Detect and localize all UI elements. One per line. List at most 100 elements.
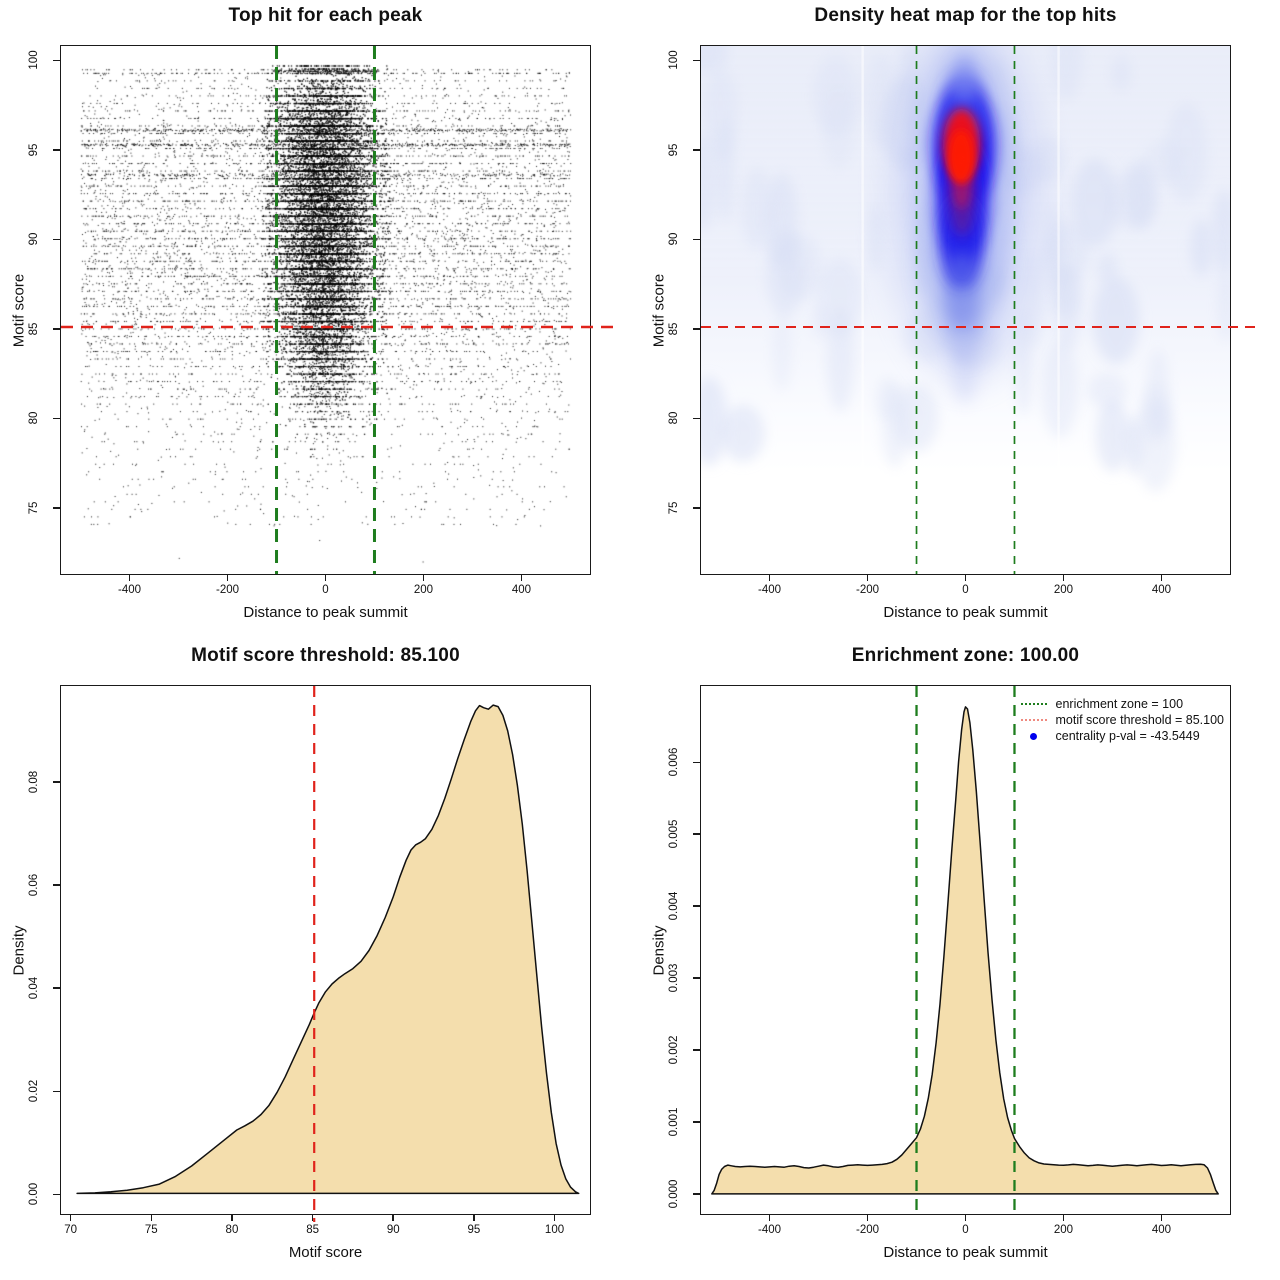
y-tick-label: 0.08 xyxy=(28,770,40,794)
legend-label: enrichment zone = 100 xyxy=(1055,697,1184,711)
x-tick xyxy=(128,574,131,581)
panel-distance-density: Enrichment zone: 100.00 Density -400 -200… xyxy=(640,640,1280,1280)
y-tick xyxy=(692,507,700,509)
y-tick-label: 0.003 xyxy=(668,963,680,993)
plot-area-heatmap: -400 -200 0 200 400 75 80 85 90 95 100 xyxy=(668,45,1260,596)
y-tick-label: 0.006 xyxy=(668,747,680,777)
x-tick-label: 0 xyxy=(962,1224,969,1236)
legend-dotted-line-swatch xyxy=(1020,719,1047,721)
legend-dot-icon xyxy=(1030,732,1037,740)
y-tick-label: 0.005 xyxy=(668,819,680,849)
x-tick xyxy=(964,574,967,581)
y-tick-label: 80 xyxy=(668,411,680,425)
y-tick-label: 0.001 xyxy=(668,1107,680,1137)
x-tick xyxy=(1160,1214,1163,1221)
y-tick-label: 100 xyxy=(28,50,40,70)
legend-entry: motif score threshold = 85.100 xyxy=(1020,713,1224,727)
x-tick xyxy=(553,1214,556,1221)
x-tick xyxy=(231,1214,233,1221)
x-tick-label: 80 xyxy=(225,1224,239,1236)
plot-content xyxy=(61,46,590,574)
plot-content xyxy=(61,686,590,1214)
y-tick xyxy=(52,1193,60,1196)
y-tick xyxy=(52,417,60,420)
x-tick-label: 0 xyxy=(322,584,329,596)
x-tick-label: -200 xyxy=(856,584,880,596)
x-tick xyxy=(150,1214,153,1221)
x-tick-label: 400 xyxy=(1151,584,1172,596)
x-tick xyxy=(1062,574,1065,581)
y-axis-label: Density xyxy=(10,925,28,976)
heatmap-svg xyxy=(701,46,1230,492)
y-tick-label: 90 xyxy=(28,232,40,246)
panel-title: Motif score threshold: 85.100 xyxy=(191,645,460,666)
y-axis-label: Motif score xyxy=(650,273,668,348)
plot-content xyxy=(701,686,1230,1214)
y-tick xyxy=(692,1121,700,1123)
y-tick xyxy=(692,1193,700,1195)
y-tick xyxy=(692,328,700,330)
x-tick-label: 400 xyxy=(511,584,532,596)
x-tick-label: -400 xyxy=(758,1224,782,1236)
x-tick xyxy=(768,1214,771,1221)
panel-top-hit-scatter: Top hit for each peak Motif score -400 -2… xyxy=(0,0,640,640)
plot-area-scatter: -400 -200 0 200 400 75 80 85 90 95 100 xyxy=(28,45,616,596)
y-tick xyxy=(692,905,700,907)
legend: enrichment zone = 100 motif score thresho… xyxy=(1020,695,1225,745)
x-tick-label: -200 xyxy=(216,584,240,596)
y-tick-label: 0.02 xyxy=(28,1080,40,1103)
y-tick xyxy=(52,1090,60,1093)
x-tick-label: 200 xyxy=(1053,584,1074,596)
y-axis-label: Density xyxy=(650,925,668,976)
x-axis-label: Distance to peak summit xyxy=(883,1244,1048,1261)
x-tick-label: 100 xyxy=(544,1224,565,1236)
y-tick xyxy=(692,417,700,420)
x-axis-label: Motif score xyxy=(288,1244,363,1261)
x-axis-label: Distance to peak summit xyxy=(243,604,408,621)
x-tick xyxy=(866,574,869,581)
y-tick xyxy=(692,977,700,979)
y-tick-label: 0.00 xyxy=(28,1183,40,1206)
y-tick xyxy=(52,884,60,886)
y-tick xyxy=(52,781,60,783)
y-axis-label: Motif score xyxy=(10,273,28,348)
y-tick-label: 75 xyxy=(28,501,40,515)
x-tick xyxy=(311,1214,314,1221)
panel-motif-score-density: Motif score threshold: 85.100 Density 70… xyxy=(0,640,640,1280)
x-tick-label: 0 xyxy=(962,584,969,596)
y-tick-label: 75 xyxy=(668,501,680,515)
y-tick xyxy=(692,149,700,151)
legend-entry: enrichment zone = 100 xyxy=(1020,697,1225,711)
y-tick xyxy=(692,59,700,62)
y-tick xyxy=(52,59,60,62)
plot-area-score-density: 70 75 80 85 90 95 100 0.00 0.02 0.04 0.06 0.08 xyxy=(28,685,591,1236)
x-tick xyxy=(392,1214,394,1221)
x-tick-label: -400 xyxy=(118,584,142,596)
x-tick xyxy=(422,574,425,581)
x-tick xyxy=(69,1214,72,1221)
x-tick-label: 200 xyxy=(413,584,434,596)
panel-title: Density heat map for the top hits xyxy=(814,5,1117,26)
y-tick xyxy=(692,1049,700,1051)
legend-dot-swatch xyxy=(1021,732,1047,740)
x-tick-label: 95 xyxy=(467,1224,481,1236)
x-axis-label: Distance to peak summit xyxy=(883,604,1048,621)
x-tick-label: -400 xyxy=(758,584,782,596)
legend-dotted-line-swatch xyxy=(1020,703,1047,705)
x-tick xyxy=(866,1214,869,1221)
x-tick xyxy=(964,1214,967,1221)
panel-title: Enrichment zone: 100.00 xyxy=(851,645,1080,666)
density-curve-svg xyxy=(76,704,580,1195)
x-tick xyxy=(520,574,523,581)
y-tick-label: 100 xyxy=(668,50,680,70)
panel-title: Top hit for each peak xyxy=(228,5,423,26)
x-tick xyxy=(768,574,771,581)
plot-area-distance-density: -400 -200 0 200 400 0.000 0.001 0.002 0.003 0.004… xyxy=(668,685,1231,1236)
x-tick-label: 75 xyxy=(144,1224,158,1236)
y-tick xyxy=(692,761,700,763)
y-tick-label: 85 xyxy=(668,322,680,336)
y-tick-label: 90 xyxy=(668,232,680,246)
x-tick-label: 70 xyxy=(64,1224,78,1236)
y-tick-label: 0.06 xyxy=(28,873,40,897)
